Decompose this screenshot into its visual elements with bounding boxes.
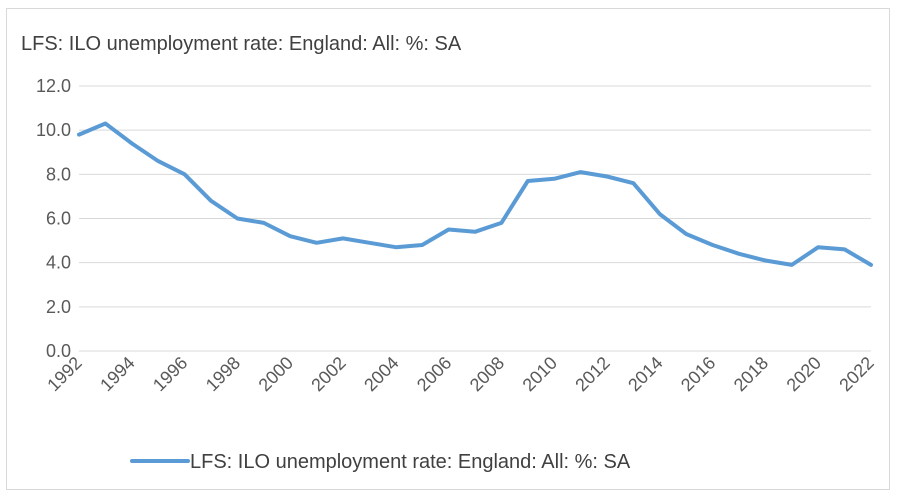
x-tick-label: 1996 <box>149 353 191 395</box>
legend: LFS: ILO unemployment rate: England: All… <box>130 451 631 473</box>
gridlines <box>79 85 871 308</box>
chart-frame <box>6 8 890 490</box>
x-tick-label: 2000 <box>255 353 297 395</box>
x-axis-tick-labels: 1992 1994 1996 1998 2000 2002 2004 2006 2008 2010… <box>43 353 877 395</box>
x-tick-label: 1998 <box>202 353 244 395</box>
x-tick-label: 2006 <box>413 353 455 395</box>
x-tick-label: 2016 <box>677 353 719 395</box>
y-axis-tick-labels: 0.0 2.0 4.0 6.0 8.0 10.0 12.0 <box>36 76 71 361</box>
x-tick-label: 2004 <box>360 353 402 395</box>
x-tick-label: 2002 <box>307 353 349 395</box>
y-tick-label: 10.0 <box>36 120 71 140</box>
chart-title: LFS: ILO unemployment rate: England: All… <box>21 33 462 55</box>
y-tick-label: 12.0 <box>36 76 71 96</box>
x-tick-label: 1994 <box>96 353 138 395</box>
y-tick-label: 6.0 <box>46 209 71 229</box>
x-tick-label: 2022 <box>835 353 877 395</box>
y-tick-label: 8.0 <box>46 164 71 184</box>
x-tick-label: 2020 <box>783 353 825 395</box>
x-tick-label: 2018 <box>730 353 772 395</box>
y-tick-label: 2.0 <box>46 297 71 317</box>
series-layer <box>77 121 873 267</box>
y-tick-label: 0.0 <box>46 341 71 361</box>
legend-label: LFS: ILO unemployment rate: England: All… <box>190 451 631 473</box>
x-tick-label: 2010 <box>519 353 561 395</box>
series-line <box>77 121 873 267</box>
y-tick-label: 4.0 <box>46 253 71 273</box>
x-tick-label: 2008 <box>466 353 508 395</box>
x-tick-label: 2014 <box>624 353 666 395</box>
x-tick-label: 2012 <box>571 353 613 395</box>
